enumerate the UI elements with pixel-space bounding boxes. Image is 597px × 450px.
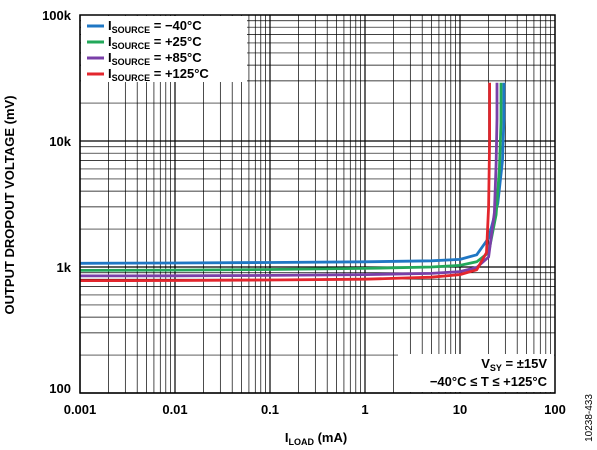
tick-labels: 0.001 0.01 0.1 1 10 100 100 1k 10k 100k	[42, 8, 566, 417]
series-layer	[79, 82, 506, 283]
x-tick-label: 0.001	[64, 402, 97, 417]
x-axis-title: ILOAD (mA)	[285, 430, 347, 447]
series-line	[79, 82, 499, 278]
x-tick-label: 1	[361, 402, 368, 417]
legend-label: ISOURCE = +25°C	[108, 34, 202, 51]
conditions-annotation: VSY = ±15V −40°C ≤ T ≤ +125°C	[398, 354, 554, 392]
x-tick-label: 100	[544, 402, 566, 417]
annotation-background	[398, 354, 554, 392]
x-tick-label: 0.1	[261, 402, 279, 417]
legend-label: ISOURCE = +125°C	[108, 66, 209, 83]
plot-frame	[79, 14, 556, 394]
series-line	[79, 82, 506, 265]
x-tick-label: 10	[453, 402, 467, 417]
legend-label: ISOURCE = +85°C	[108, 50, 202, 67]
legend-background	[81, 16, 247, 82]
y-tick-label: 1k	[57, 260, 72, 275]
series-line	[79, 82, 492, 283]
y-tick-label: 10k	[49, 134, 71, 149]
y-tick-label: 100	[49, 381, 71, 396]
y-tick-label: 100k	[42, 8, 72, 23]
annotation-vsy: VSY = ±15V	[481, 356, 547, 373]
figure-id: 10238-433	[584, 394, 595, 442]
series-line	[79, 82, 503, 272]
legend-label: ISOURCE = −40°C	[108, 18, 202, 35]
annotation-temp-range: −40°C ≤ T ≤ +125°C	[430, 374, 548, 389]
x-tick-label: 0.01	[162, 402, 187, 417]
y-axis-title: OUTPUT DROPOUT VOLTAGE (mV)	[2, 95, 17, 314]
